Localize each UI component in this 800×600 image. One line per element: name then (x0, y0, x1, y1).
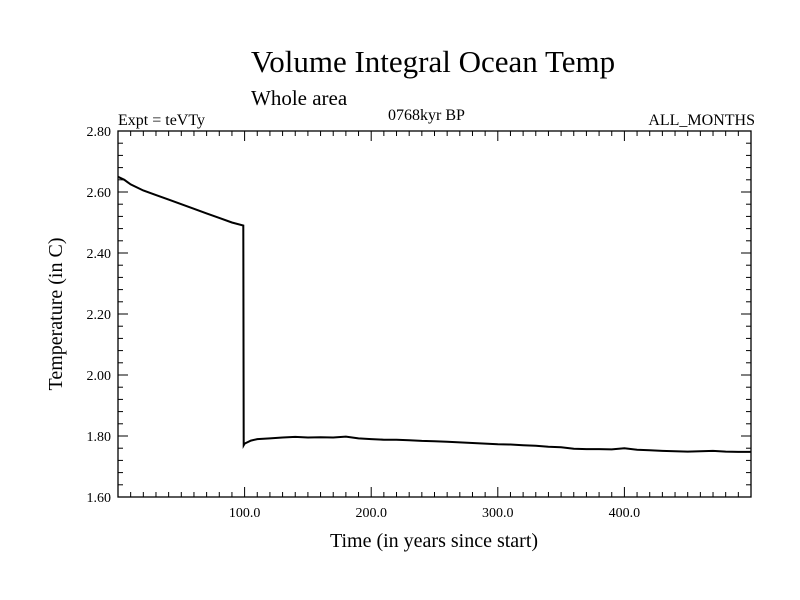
axis-ticks (118, 131, 751, 497)
chart-title: Volume Integral Ocean Temp (251, 44, 615, 79)
y-tick-label: 2.00 (87, 369, 112, 384)
experiment-label: Expt = teVTy (118, 112, 205, 129)
tick-labels: 100.0 200.0 300.0 400.0 1.60 1.80 2.00 2.20 2.40… (87, 125, 641, 521)
y-tick-label: 2.60 (87, 186, 112, 201)
y-tick-label: 2.40 (87, 247, 112, 262)
y-tick-label: 2.20 (87, 308, 112, 323)
x-tick-label: 400.0 (609, 506, 641, 521)
x-tick-label: 100.0 (229, 506, 261, 521)
y-tick-label: 1.80 (87, 430, 112, 445)
months-label: ALL_MONTHS (648, 112, 755, 129)
temperature-series-line (117, 175, 751, 453)
x-tick-label: 200.0 (355, 506, 387, 521)
period-label: 0768kyr BP (388, 107, 465, 124)
x-tick-label: 300.0 (482, 506, 514, 521)
x-axis-label: Time (in years since start) (330, 530, 538, 552)
y-tick-label: 1.60 (87, 491, 112, 506)
y-axis-label: Temperature (in C) (45, 238, 67, 391)
chart-subtitle: Whole area (251, 86, 348, 110)
y-tick-label: 2.80 (87, 125, 112, 140)
